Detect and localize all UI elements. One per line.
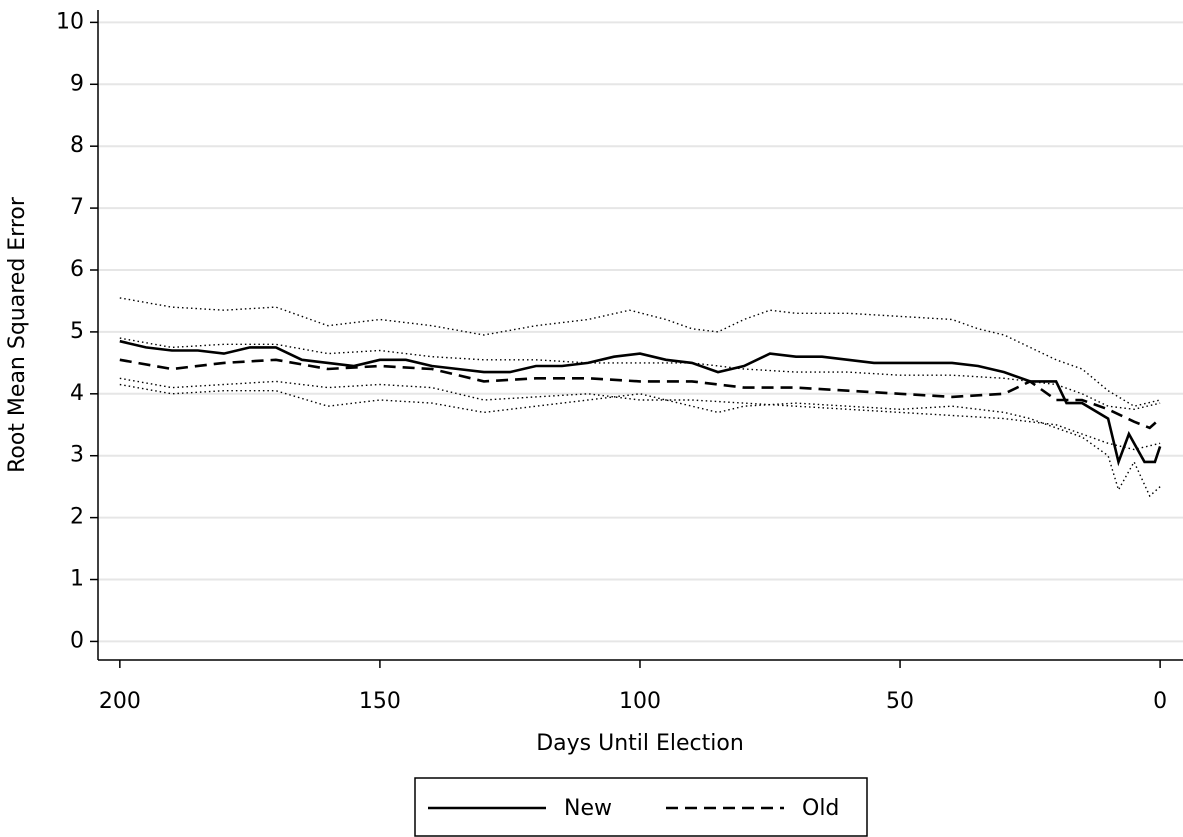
y-tick-label: 4 xyxy=(70,381,84,406)
series-line xyxy=(119,297,1161,407)
x-tick-label: 0 xyxy=(1153,689,1167,714)
y-tick-label: 3 xyxy=(70,443,84,468)
y-tick-label: 1 xyxy=(70,567,84,592)
legend-label: New xyxy=(564,796,612,821)
y-tick-label: 2 xyxy=(70,505,84,530)
y-axis-title: Root Mean Squared Error xyxy=(5,196,30,473)
x-tick-label: 100 xyxy=(619,689,661,714)
series-line xyxy=(119,377,1161,451)
series-line xyxy=(119,358,1161,430)
y-tick-label: 9 xyxy=(70,71,84,96)
series-line xyxy=(119,339,1162,467)
y-tick-label: 10 xyxy=(56,9,84,34)
y-tick-label: 5 xyxy=(70,319,84,344)
legend-label: Old xyxy=(802,796,839,821)
y-tick-label: 6 xyxy=(70,257,84,282)
x-tick-label: 50 xyxy=(886,689,914,714)
x-tick-label: 200 xyxy=(99,689,141,714)
y-tick-label: 0 xyxy=(70,628,84,653)
x-axis-title: Days Until Election xyxy=(536,731,744,756)
legend-box xyxy=(414,777,868,837)
y-tick-label: 8 xyxy=(70,133,84,158)
y-tick-label: 7 xyxy=(70,195,84,220)
series-line xyxy=(119,383,1161,498)
x-tick-label: 150 xyxy=(359,689,401,714)
